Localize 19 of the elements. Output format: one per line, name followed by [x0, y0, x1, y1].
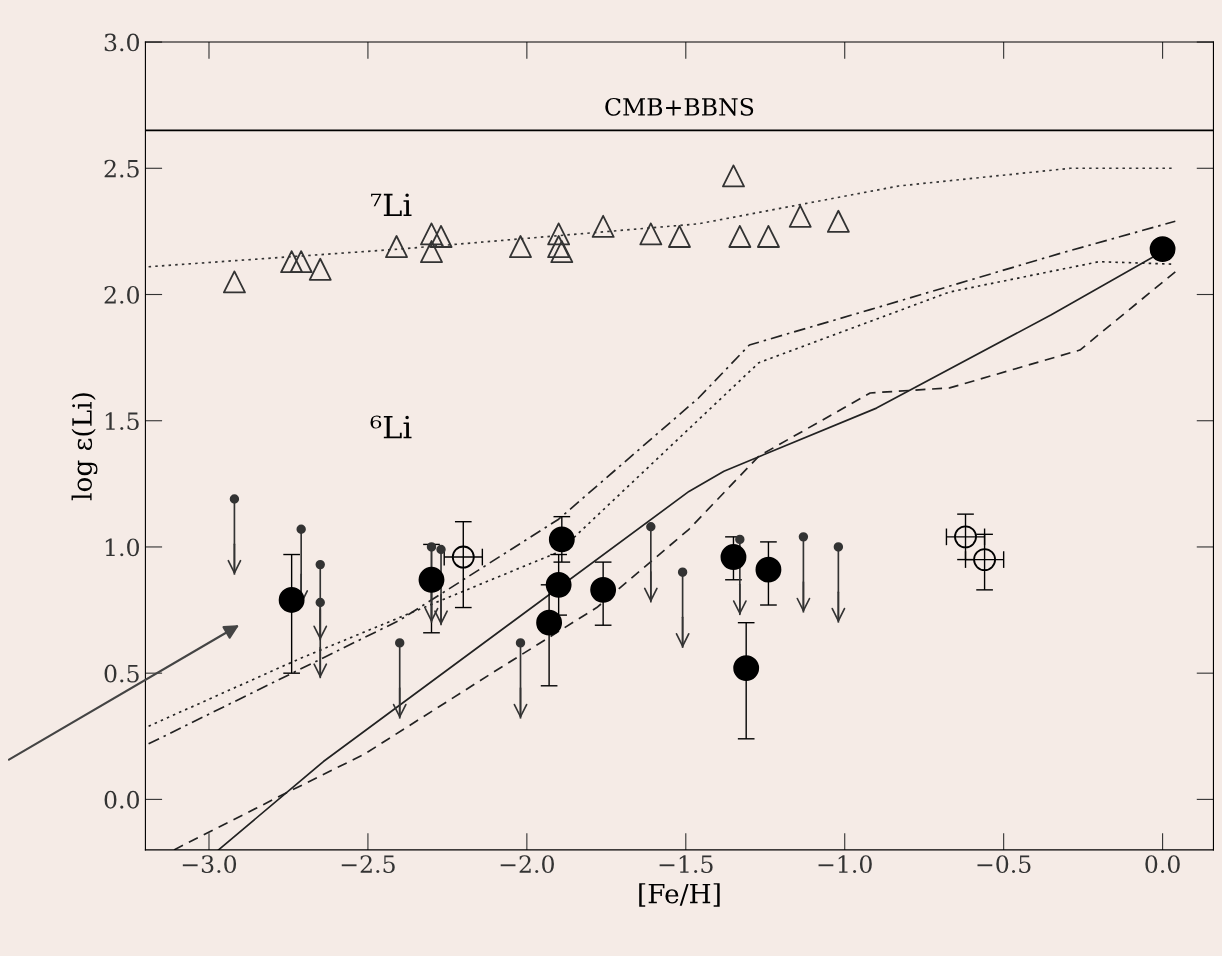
x-axis-title: [Fe/H] [639, 883, 720, 907]
y-axis-title: log ε(Li) [71, 393, 98, 501]
y-tick-label: 2.5 [104, 159, 139, 178]
y-tick-label: 3.0 [104, 33, 139, 52]
x-tick-label: 0.0 [1145, 855, 1180, 874]
annotation: ⁶Li [370, 415, 412, 439]
x-tick-label: −1.0 [818, 855, 872, 874]
annotation: ⁷Li [371, 193, 412, 217]
y-tick-label: 0.5 [104, 664, 139, 683]
x-tick-label: −2.5 [341, 855, 395, 874]
x-tick-label: −0.5 [977, 855, 1031, 874]
y-tick-label: 1.0 [105, 538, 139, 557]
x-tick-label: −3.0 [182, 855, 237, 874]
y-tick-label: 0.0 [104, 790, 139, 809]
x-tick-label: −1.5 [659, 855, 713, 874]
y-tick-label: 1.5 [105, 412, 139, 431]
y-tick-label: 2.0 [104, 285, 139, 304]
x-tick-label: −2.0 [500, 855, 554, 874]
ref-line-label: CMB+BBNS [605, 97, 754, 116]
